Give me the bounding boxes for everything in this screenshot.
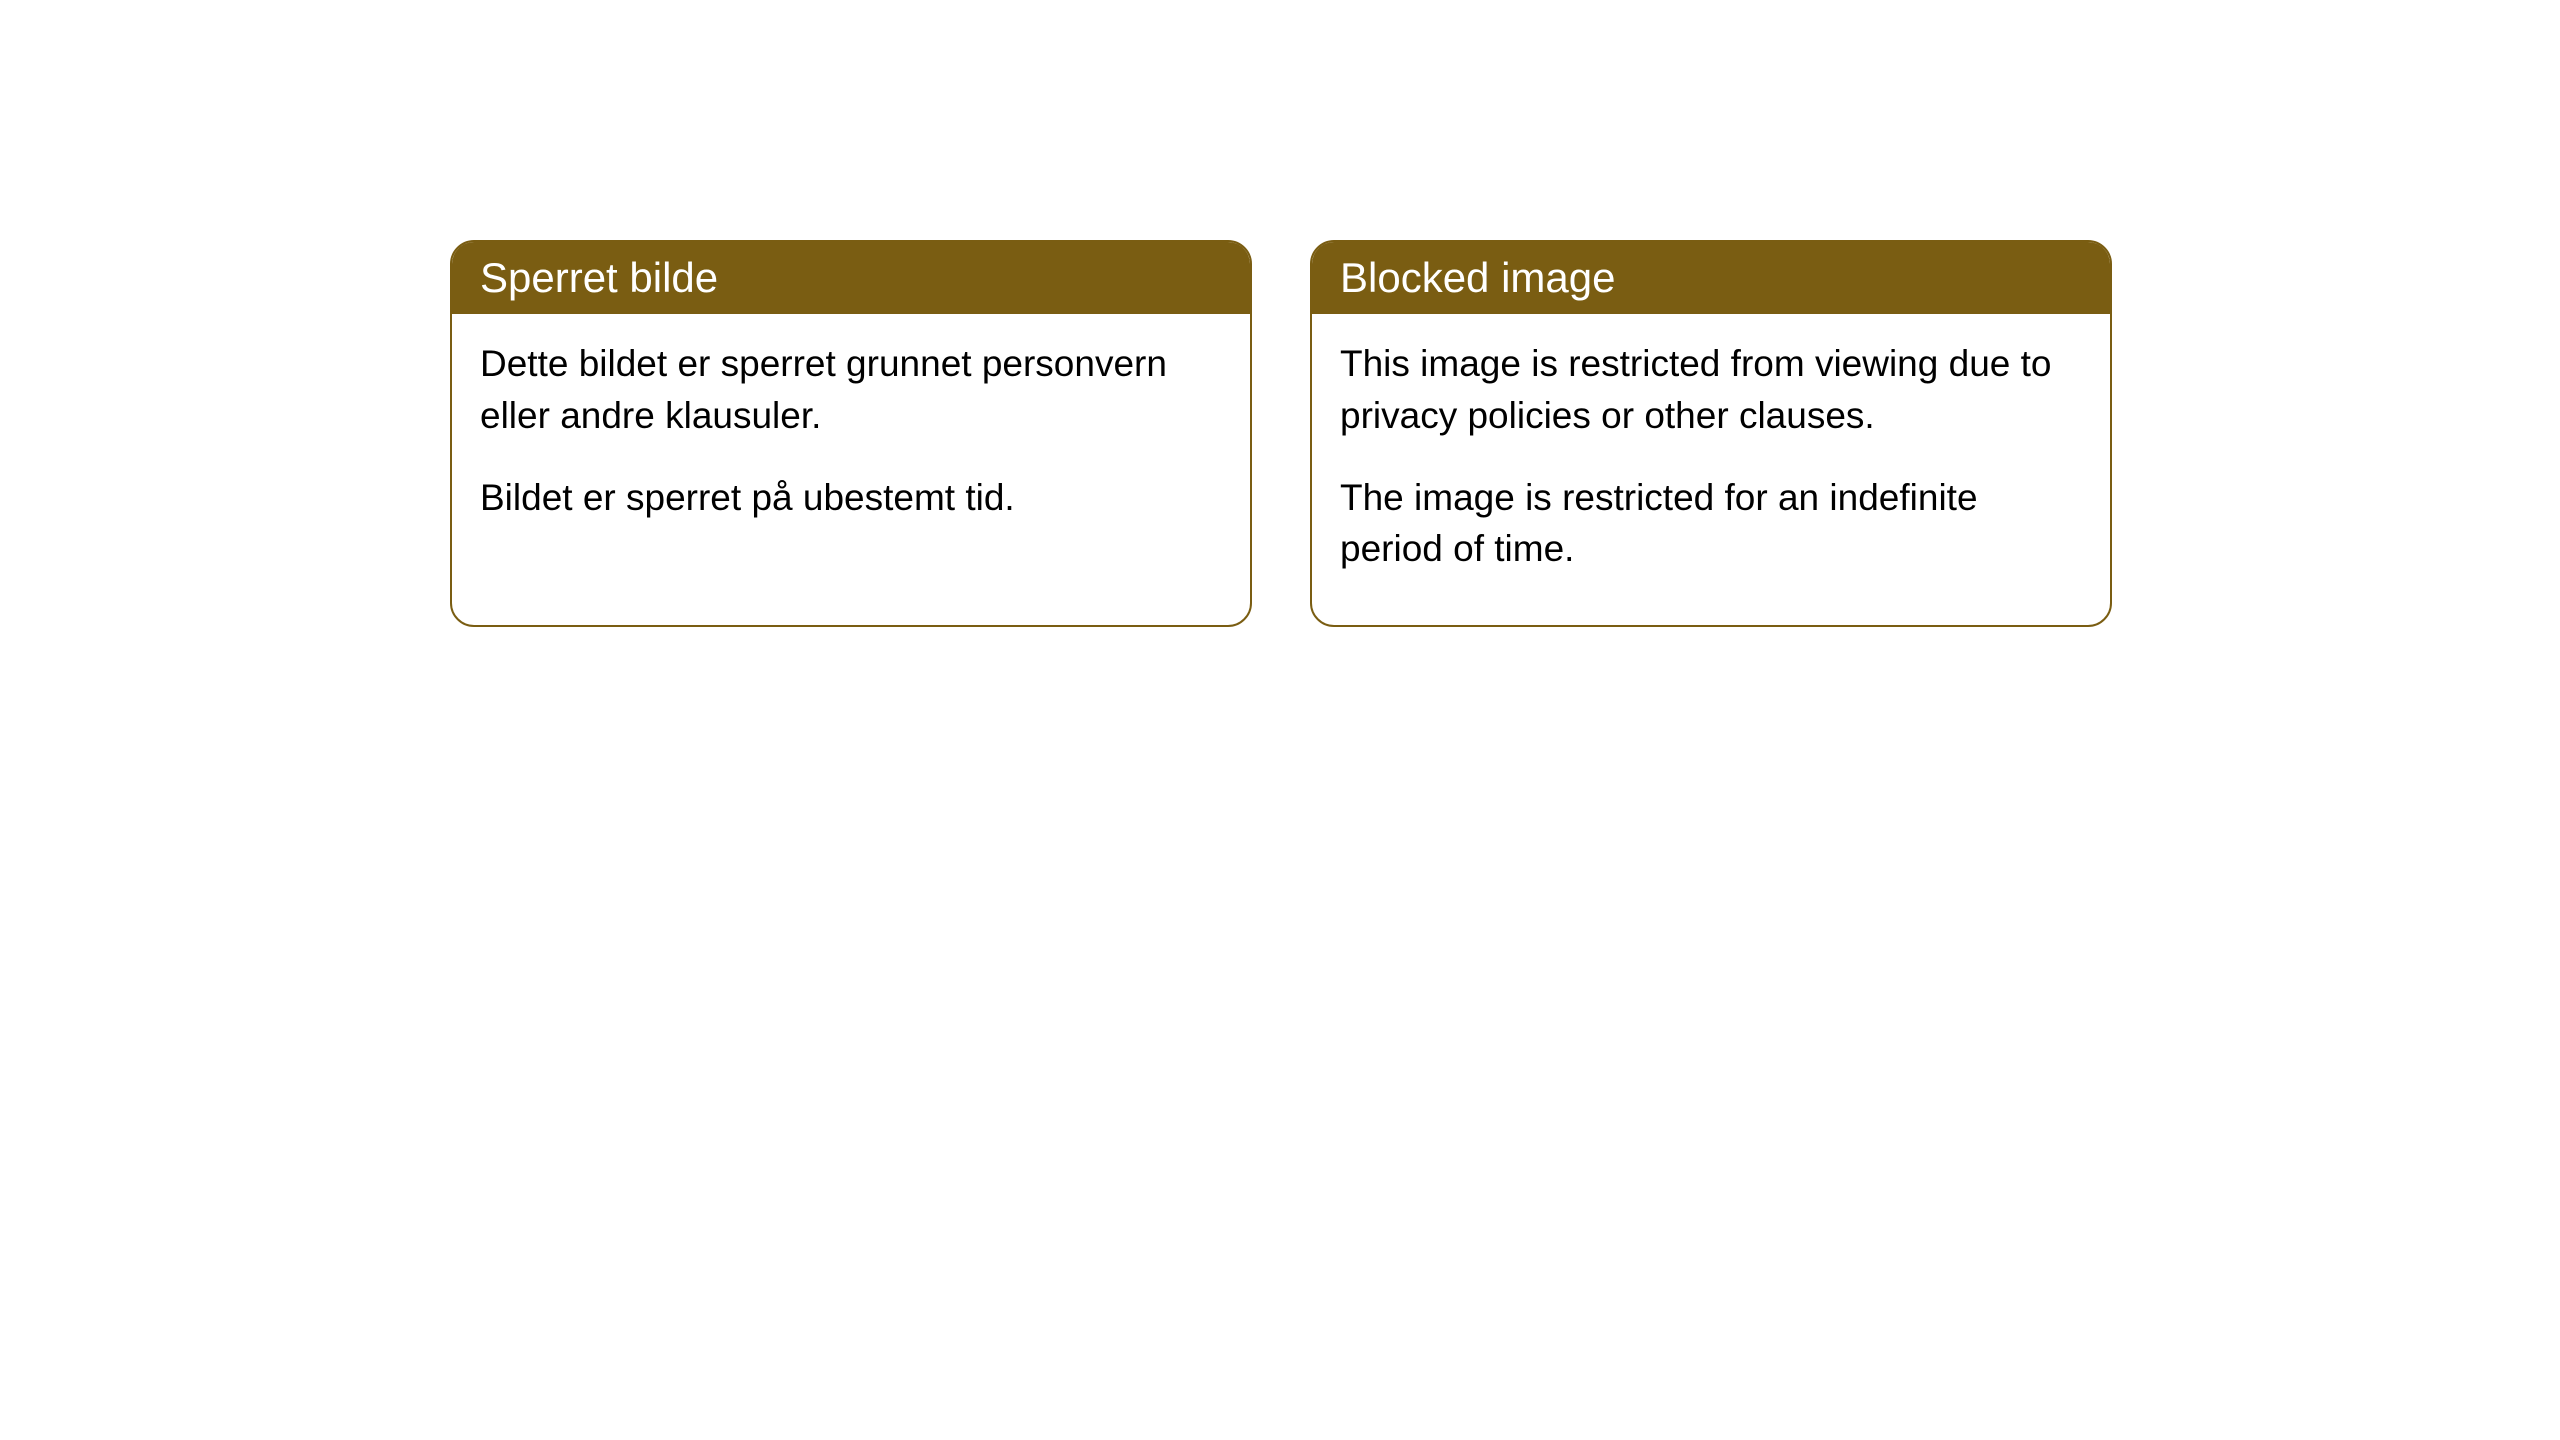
body-paragraph: This image is restricted from viewing du… (1340, 338, 2082, 442)
card-header-norwegian: Sperret bilde (452, 242, 1250, 314)
card-body-norwegian: Dette bildet er sperret grunnet personve… (452, 314, 1250, 573)
card-title: Sperret bilde (480, 254, 718, 301)
body-paragraph: The image is restricted for an indefinit… (1340, 472, 2082, 576)
blocked-image-card-norwegian: Sperret bilde Dette bildet er sperret gr… (450, 240, 1252, 627)
card-header-english: Blocked image (1312, 242, 2110, 314)
body-paragraph: Bildet er sperret på ubestemt tid. (480, 472, 1222, 524)
blocked-image-card-english: Blocked image This image is restricted f… (1310, 240, 2112, 627)
card-body-english: This image is restricted from viewing du… (1312, 314, 2110, 625)
body-paragraph: Dette bildet er sperret grunnet personve… (480, 338, 1222, 442)
cards-container: Sperret bilde Dette bildet er sperret gr… (450, 240, 2112, 627)
card-title: Blocked image (1340, 254, 1615, 301)
